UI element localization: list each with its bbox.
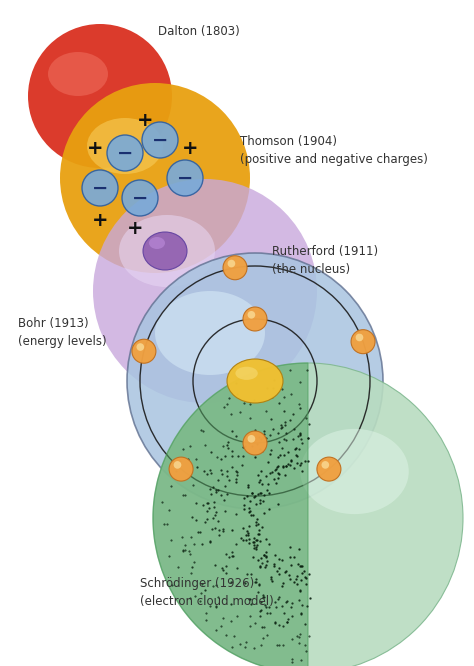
Text: Thomson (1904)
(positive and negative charges): Thomson (1904) (positive and negative ch…	[240, 135, 428, 166]
Ellipse shape	[28, 24, 172, 168]
Text: +: +	[87, 139, 103, 157]
Circle shape	[356, 334, 363, 341]
Ellipse shape	[155, 291, 265, 375]
Ellipse shape	[48, 52, 108, 96]
Ellipse shape	[87, 118, 163, 174]
Text: Bohr (1913)
(energy levels): Bohr (1913) (energy levels)	[18, 318, 107, 348]
Text: −: −	[152, 131, 168, 149]
Text: Schrödinger (1926)
(electron cloud model): Schrödinger (1926) (electron cloud model…	[140, 577, 274, 608]
Text: +: +	[92, 210, 108, 230]
Circle shape	[321, 461, 329, 469]
Circle shape	[351, 330, 375, 354]
Circle shape	[107, 135, 143, 171]
Circle shape	[142, 122, 178, 158]
Circle shape	[169, 457, 193, 481]
Circle shape	[122, 180, 158, 216]
Ellipse shape	[149, 237, 165, 249]
Ellipse shape	[236, 367, 258, 380]
Text: Dalton (1803): Dalton (1803)	[158, 25, 240, 38]
Circle shape	[247, 435, 255, 443]
Text: −: −	[92, 178, 108, 198]
Ellipse shape	[143, 232, 187, 270]
Circle shape	[228, 260, 235, 267]
Circle shape	[173, 461, 182, 469]
Polygon shape	[153, 363, 308, 666]
Ellipse shape	[300, 429, 409, 514]
Circle shape	[223, 256, 247, 280]
Ellipse shape	[93, 179, 317, 403]
Text: −: −	[117, 143, 133, 163]
Text: +: +	[137, 111, 153, 129]
Ellipse shape	[153, 363, 463, 666]
Ellipse shape	[127, 253, 383, 509]
Circle shape	[243, 307, 267, 331]
Circle shape	[167, 160, 203, 196]
Text: −: −	[177, 168, 193, 188]
Circle shape	[243, 431, 267, 455]
Ellipse shape	[119, 215, 215, 287]
Text: −: −	[132, 188, 148, 208]
Text: Rutherford (1911)
(the nucleus): Rutherford (1911) (the nucleus)	[272, 246, 378, 276]
Circle shape	[82, 170, 118, 206]
Circle shape	[247, 311, 255, 318]
Ellipse shape	[227, 359, 283, 403]
Text: +: +	[127, 218, 143, 238]
Text: +: +	[182, 139, 198, 157]
Circle shape	[132, 339, 156, 363]
Circle shape	[137, 343, 144, 351]
Circle shape	[317, 457, 341, 481]
Ellipse shape	[60, 83, 250, 273]
